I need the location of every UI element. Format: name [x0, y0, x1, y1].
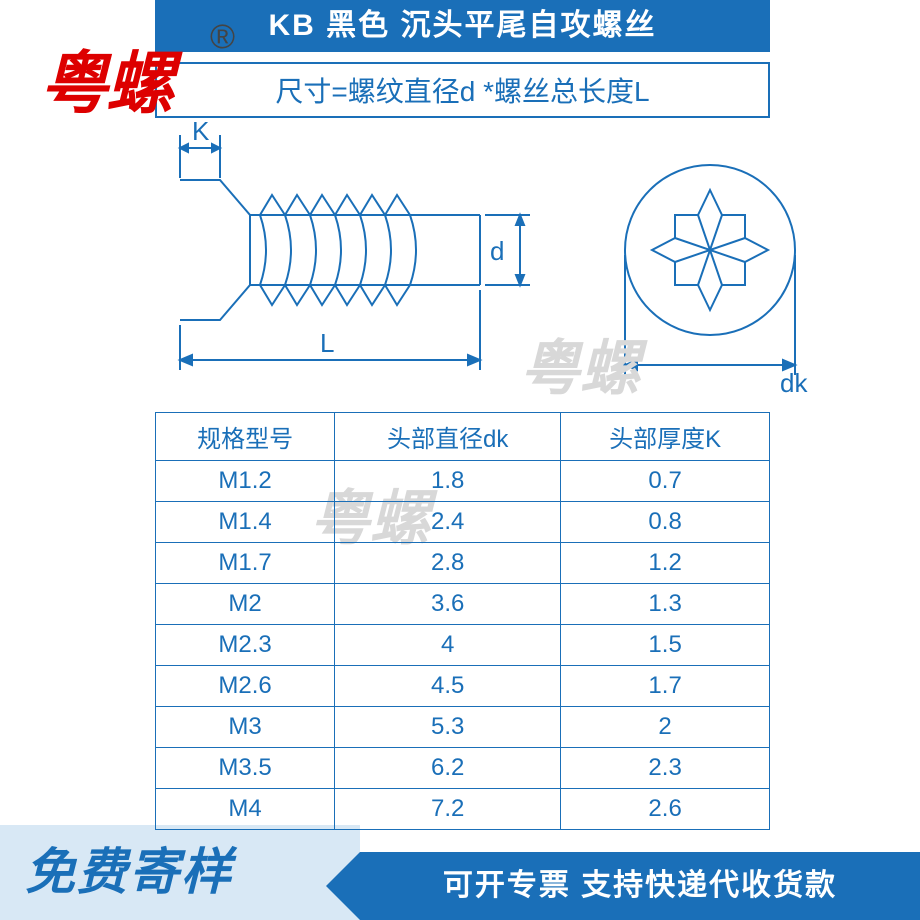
table-row: M23.61.3	[156, 584, 770, 625]
header-title-bar: KB 黑色 沉头平尾自攻螺丝	[155, 0, 770, 52]
header-subtitle: 尺寸=螺纹直径d *螺丝总长度L	[155, 62, 770, 118]
table-header-row: 规格型号 头部直径dk 头部厚度K	[156, 413, 770, 461]
col-k: 头部厚度K	[561, 413, 770, 461]
table-row: M1.21.80.7	[156, 461, 770, 502]
table-row: M47.22.6	[156, 789, 770, 830]
table-row: M3.56.22.3	[156, 748, 770, 789]
col-dk: 头部直径dk	[335, 413, 561, 461]
col-model: 规格型号	[156, 413, 335, 461]
footer-left-banner: 免费寄样	[0, 825, 360, 920]
footer-right-banner: 可开专票 支持快递代收货款	[360, 852, 920, 920]
spec-table: 规格型号 头部直径dk 头部厚度K M1.21.80.7 M1.42.40.8 …	[155, 412, 770, 830]
label-l: L	[320, 328, 334, 358]
registered-icon: ®	[210, 18, 235, 57]
label-d: d	[490, 236, 504, 266]
table-row: M2.341.5	[156, 625, 770, 666]
table-row: M2.64.51.7	[156, 666, 770, 707]
label-k: K	[192, 120, 210, 146]
label-dk: dk	[780, 368, 808, 398]
table-row: M1.42.40.8	[156, 502, 770, 543]
brand-watermark: 粤螺	[40, 28, 172, 127]
table-row: M35.32	[156, 707, 770, 748]
table-row: M1.72.81.2	[156, 543, 770, 584]
screw-diagram: K d L dk	[100, 120, 860, 400]
